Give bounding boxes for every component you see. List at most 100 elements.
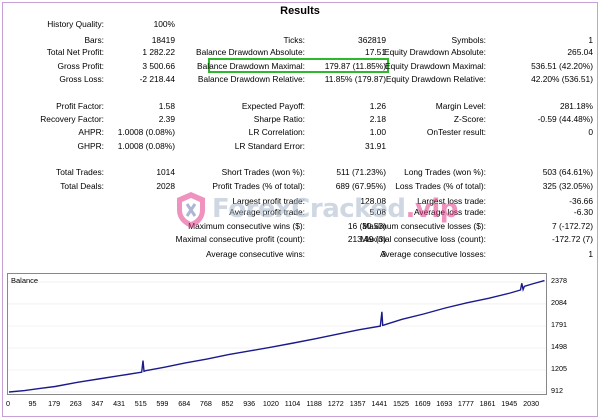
stat-label: Largest profit trade: <box>232 196 305 206</box>
stat-label: Sharpe Ratio: <box>253 114 305 124</box>
stat-label: Long Trades (won %): <box>404 167 486 177</box>
results-title: Results <box>280 5 320 17</box>
y-tick-label: 1791 <box>551 319 567 329</box>
stat-label: Largest loss trade: <box>417 196 486 206</box>
x-tick-label: 179 <box>48 399 61 408</box>
x-tick-label: 1020 <box>262 399 279 408</box>
x-tick-label: 95 <box>28 399 37 408</box>
stat-label: Total Deals: <box>60 181 104 191</box>
stat-value: -6.30 <box>573 207 593 217</box>
stat-label: Equity Drawdown Maximal: <box>385 61 486 71</box>
stat-value: 11.85% (179.87) <box>324 74 386 84</box>
stat-label: OnTester result: <box>426 127 486 137</box>
y-tick-label: 1498 <box>551 341 567 351</box>
stat-value: 281.18% <box>559 101 593 111</box>
x-tick-label: 852 <box>221 399 234 408</box>
x-tick-label: 1441 <box>371 399 388 408</box>
stat-label: Average loss trade: <box>413 207 486 217</box>
x-tick-label: 1945 <box>501 399 518 408</box>
stat-value: -0.59 (44.48%) <box>537 114 593 124</box>
stat-value: 1 282.22 <box>142 47 175 57</box>
stat-value: 100% <box>153 19 175 29</box>
stat-value: -2 218.44 <box>139 74 175 84</box>
x-tick-label: 431 <box>113 399 126 408</box>
stat-label: AHPR: <box>78 127 104 137</box>
stat-value: -172.72 (7) <box>552 234 593 244</box>
stat-value: 265.04 <box>567 47 593 57</box>
stat-label: Z-Score: <box>453 114 486 124</box>
chart-title: Balance <box>11 276 39 285</box>
stat-value: 1.58 <box>158 101 175 111</box>
x-tick-label: 1272 <box>327 399 344 408</box>
stat-value: 689 (67.95%) <box>335 181 386 191</box>
stat-value: 0 <box>588 127 593 137</box>
stat-label: Loss Trades (% of total): <box>395 181 486 191</box>
y-tick-label: 912 <box>551 386 563 395</box>
stat-label: History Quality: <box>47 19 104 29</box>
stat-label: Expected Payoff: <box>241 101 305 111</box>
x-tick-label: 936 <box>243 399 256 408</box>
y-tick-label: 2378 <box>551 275 567 285</box>
stat-value: 7 (-172.72) <box>552 221 593 231</box>
stat-value: 2.18 <box>369 114 386 124</box>
y-tick-label: 1205 <box>551 363 567 373</box>
stat-label: LR Correlation: <box>248 127 305 137</box>
stat-value: 1.0008 (0.08%) <box>117 141 175 151</box>
x-tick-label: 0 <box>6 399 10 408</box>
stat-label: Maximal consecutive profit (count): <box>175 234 305 244</box>
stat-label: Ticks: <box>283 35 305 45</box>
x-tick-label: 1525 <box>392 399 409 408</box>
balance-chart <box>7 273 547 395</box>
highlight-box <box>208 58 389 73</box>
stat-value: -36.66 <box>569 196 593 206</box>
stat-value: 362819 <box>358 35 386 45</box>
x-tick-label: 263 <box>69 399 82 408</box>
stat-label: Symbols: <box>451 35 486 45</box>
stat-label: Average profit trade: <box>229 207 305 217</box>
stat-value: 16 (30.53) <box>347 221 386 231</box>
stat-label: Profit Trades (% of total): <box>212 181 305 191</box>
stat-label: Maximal consecutive loss (count): <box>360 234 486 244</box>
x-tick-label: 1188 <box>306 399 322 408</box>
stat-label: Equity Drawdown Relative: <box>385 74 486 84</box>
stat-value: 1.00 <box>369 127 386 137</box>
y-tick-label: 2084 <box>551 297 567 307</box>
stat-value: 31.91 <box>365 141 386 151</box>
stat-value: 536.51 (42.20%) <box>531 61 593 71</box>
balance-chart-plot <box>8 279 546 393</box>
x-tick-label: 347 <box>91 399 104 408</box>
stat-label: Gross Profit: <box>57 61 104 71</box>
stat-label: Total Trades: <box>56 167 104 177</box>
stat-label: Maximum consecutive wins ($): <box>188 221 305 231</box>
stat-label: GHPR: <box>77 141 104 151</box>
x-tick-label: 1861 <box>479 399 496 408</box>
stat-value: 179.87 (11.85%) <box>324 61 386 71</box>
x-tick-label: 1693 <box>436 399 453 408</box>
stat-value: 128.08 <box>360 196 386 206</box>
stat-value: 213.49 (3) <box>347 234 386 244</box>
x-tick-label: 515 <box>134 399 147 408</box>
stat-label: Bars: <box>84 35 104 45</box>
stat-value: 1014 <box>156 167 175 177</box>
stat-value: 2028 <box>156 181 175 191</box>
stat-value: 1 <box>588 249 593 259</box>
stat-label: Maximum consecutive losses ($): <box>362 221 486 231</box>
balance-series-line <box>8 279 545 393</box>
stat-value: 18419 <box>151 35 175 45</box>
stat-value: 325 (32.05%) <box>542 181 593 191</box>
stat-label: Short Trades (won %): <box>221 167 305 177</box>
stat-label: LR Standard Error: <box>234 141 305 151</box>
stat-value: 1 <box>588 35 593 45</box>
stat-value: 503 (64.61%) <box>542 167 593 177</box>
stat-label: Profit Factor: <box>56 101 104 111</box>
x-tick-label: 1609 <box>414 399 431 408</box>
x-tick-label: 599 <box>156 399 169 408</box>
stat-label: Margin Level: <box>435 101 486 111</box>
stat-value: 42.20% (536.51) <box>531 74 593 84</box>
stat-label: Recovery Factor: <box>40 114 104 124</box>
x-tick-label: 2030 <box>523 399 540 408</box>
stat-value: 3 <box>381 249 386 259</box>
x-tick-label: 684 <box>178 399 191 408</box>
x-tick-label: 1104 <box>284 399 301 408</box>
